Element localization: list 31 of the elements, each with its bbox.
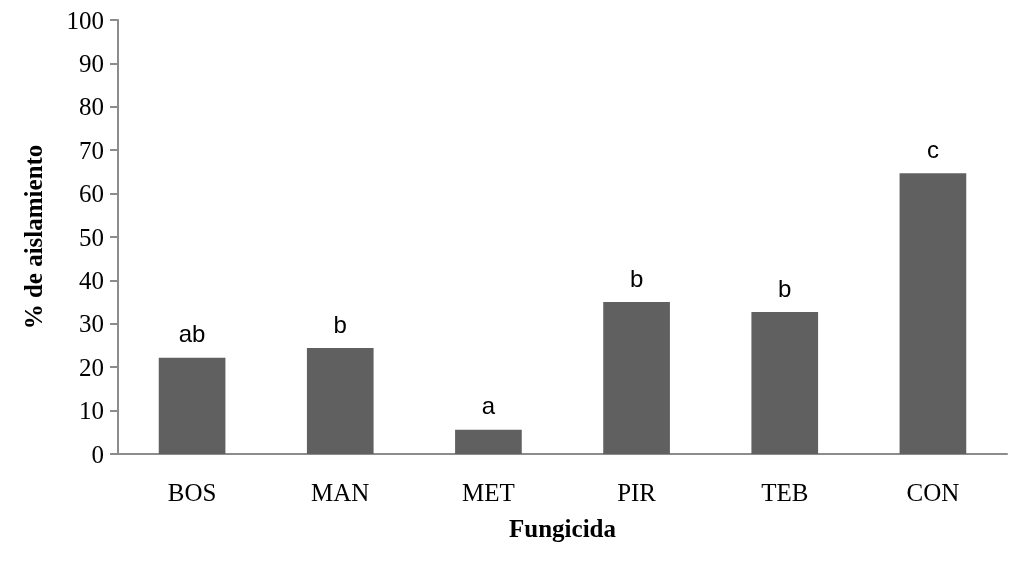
y-tick-label: 30 bbox=[79, 310, 104, 338]
y-tick-label: 60 bbox=[79, 180, 104, 208]
bar bbox=[603, 302, 670, 454]
y-tick-label: 70 bbox=[79, 136, 104, 164]
bar bbox=[306, 348, 374, 454]
annotation: c bbox=[926, 135, 939, 163]
bar bbox=[455, 429, 522, 454]
x-tick-label: BOS bbox=[167, 479, 217, 506]
annotation: b bbox=[778, 274, 792, 302]
annotation: b bbox=[629, 264, 644, 292]
y-axis-title: % de aislamiento bbox=[20, 144, 47, 330]
annotation: b bbox=[333, 310, 347, 338]
annotation: ab bbox=[178, 320, 206, 348]
annotation: a bbox=[481, 392, 496, 420]
y-tick-label: 50 bbox=[79, 223, 104, 251]
bar bbox=[158, 357, 226, 454]
bar bbox=[751, 312, 819, 454]
y-tick-label: 100 bbox=[66, 6, 104, 34]
x-tick-label: TEB bbox=[761, 479, 809, 506]
y-tick-label: 80 bbox=[79, 93, 104, 121]
y-tick-label: 40 bbox=[79, 266, 104, 294]
bar bbox=[899, 173, 967, 454]
y-tick-label: 0 bbox=[91, 440, 104, 468]
x-tick-label: MET bbox=[462, 479, 515, 506]
y-tick-label: 20 bbox=[79, 353, 104, 381]
x-axis-title: Fungicida bbox=[509, 515, 617, 542]
x-tick-label: PIR bbox=[617, 479, 657, 506]
y-tick-label: 10 bbox=[79, 397, 104, 425]
x-tick-label: CON bbox=[906, 479, 960, 506]
x-tick-label: MAN bbox=[311, 479, 370, 506]
y-tick-label: 90 bbox=[79, 49, 104, 77]
